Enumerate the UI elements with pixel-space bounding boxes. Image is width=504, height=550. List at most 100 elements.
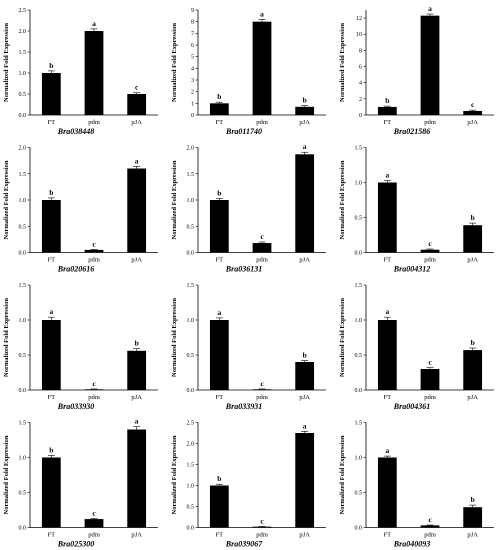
y-tick-label: 1.0 (355, 456, 363, 462)
chart-panel-Bra004312: Normalized Fold Expression 0.0 0.5 1.0 1.5 a F… (339, 146, 494, 274)
y-tick-label: 0.0 (355, 526, 363, 532)
y-tick-label: 1.0 (187, 318, 195, 324)
bar-pdm (420, 525, 440, 528)
chart-panel-Bra020616: Normalized Fold Expression 0.0 0.5 1.0 1.5 2.… (3, 146, 158, 274)
bar-FT (377, 106, 397, 115)
y-tick-label: 4 (191, 66, 194, 72)
bar-pJA (295, 106, 315, 115)
y-tick-label: 6 (191, 43, 194, 49)
y-tick-label: 10 (356, 32, 362, 38)
x-tick-label-pJA: pJA (299, 119, 310, 126)
significance-letter-pJA: c (471, 100, 475, 109)
bar-FT (41, 320, 61, 390)
y-tick-label: 2.0 (19, 29, 27, 35)
chart-title: Bra040093 (393, 540, 430, 549)
significance-letter-FT: b (217, 92, 221, 101)
chart-title: Bra033931 (225, 402, 262, 411)
y-tick-label: 8 (359, 48, 362, 54)
x-tick-label-pdm: pdm (88, 532, 100, 539)
significance-letter-FT: b (217, 188, 221, 197)
y-axis-title: Normalized Fold Expression (3, 160, 10, 239)
y-tick-label: 0.5 (187, 224, 195, 230)
significance-letter-pdm: a (428, 4, 432, 13)
y-axis-title: Normalized Fold Expression (171, 435, 178, 514)
bar-FT (209, 320, 229, 390)
y-tick-label: 1.0 (187, 484, 195, 490)
y-tick-label: 4 (359, 81, 362, 87)
y-tick-label: 1.5 (19, 50, 27, 56)
y-tick-label: 0.0 (19, 526, 27, 532)
y-axis-title: Normalized Fold Expression (171, 23, 178, 102)
y-tick-label: 1.5 (187, 463, 195, 469)
x-tick-label-pJA: pJA (467, 532, 478, 539)
chart-panel-Bra033930: Normalized Fold Expression 0.0 0.5 1.0 1.5 a F… (3, 283, 158, 411)
y-tick-label: 0.0 (187, 388, 195, 394)
chart-title: Bra039067 (225, 540, 263, 549)
chart-panel-Bra040093: Normalized Fold Expression 0.0 0.5 1.0 1.5 a F… (339, 421, 494, 549)
significance-letter-pdm: c (428, 515, 432, 524)
y-tick-label: 1.5 (19, 283, 27, 289)
bar-pdm (84, 249, 104, 253)
y-tick-label: 1 (191, 101, 194, 107)
significance-letter-pdm: c (92, 508, 96, 517)
bar-pJA (127, 350, 147, 390)
y-tick-label: 2.0 (187, 442, 195, 448)
bar-pJA (463, 350, 483, 390)
y-tick-label: 0.5 (19, 353, 27, 359)
significance-letter-pdm: c (428, 239, 432, 248)
significance-letter-pdm: a (92, 19, 96, 28)
bar-pJA (127, 94, 147, 115)
y-tick-label: 0.0 (187, 251, 195, 257)
chart-panel-Bra033931: Normalized Fold Expression 0.0 0.5 1.0 1.5 a F… (171, 283, 326, 411)
bar-pdm (84, 389, 104, 390)
bar-FT (41, 457, 61, 528)
bar-pJA (463, 225, 483, 253)
bar-FT (209, 485, 229, 528)
y-tick-label: 3 (191, 78, 194, 84)
y-tick-label: 0.5 (19, 92, 27, 98)
x-tick-label-FT: FT (216, 119, 224, 126)
y-tick-label: 0.5 (355, 353, 363, 359)
y-axis-title: Normalized Fold Expression (339, 160, 346, 239)
y-axis-title: Normalized Fold Expression (339, 298, 346, 377)
x-tick-label-pdm: pdm (88, 119, 100, 126)
bar-pdm (84, 519, 104, 528)
x-tick-label-pJA: pJA (299, 257, 310, 264)
bar-pJA (295, 154, 315, 253)
x-tick-label-pdm: pdm (88, 257, 100, 264)
chart-panel-Bra021586: Normalized Fold Expression 0 2 4 6 8 10 12 b FT a p… (339, 4, 494, 136)
chart-title: Bra021586 (393, 127, 430, 136)
x-tick-label-pJA: pJA (131, 394, 142, 401)
y-tick-label: 6 (359, 65, 362, 71)
y-tick-label: 2.5 (187, 421, 195, 427)
x-tick-label-pJA: pJA (131, 532, 142, 539)
y-tick-label: 0.0 (19, 251, 27, 257)
significance-letter-pdm: c (260, 232, 264, 241)
chart-panel-Bra025300: Normalized Fold Expression 0.0 0.5 1.0 1.5 b F… (3, 417, 158, 549)
x-tick-label-pJA: pJA (467, 394, 478, 401)
significance-letter-pJA: a (303, 142, 307, 151)
x-tick-label-pdm: pdm (424, 394, 436, 401)
bar-pdm (420, 369, 440, 390)
bar-FT (377, 320, 397, 390)
x-tick-label-pJA: pJA (299, 532, 310, 539)
significance-letter-FT: b (385, 96, 389, 105)
x-tick-label-FT: FT (384, 394, 392, 401)
y-tick-label: 0.0 (355, 388, 363, 394)
bar-pdm (252, 21, 272, 116)
significance-letter-FT: b (49, 445, 53, 454)
significance-letter-pdm: a (260, 9, 264, 18)
y-tick-label: 0.5 (187, 505, 195, 511)
bar-pJA (127, 168, 147, 253)
y-tick-label: 0.5 (355, 491, 363, 497)
y-axis-title: Normalized Fold Expression (171, 298, 178, 377)
significance-letter-pJA: a (135, 417, 139, 426)
x-tick-label-pdm: pdm (256, 257, 268, 264)
chart-panel-Bra039067: Normalized Fold Expression 0.0 0.5 1.0 1.5 2.… (171, 421, 326, 549)
bar-pJA (295, 362, 315, 390)
chart-title: Bra025300 (57, 540, 94, 549)
y-tick-label: 1.5 (187, 172, 195, 178)
y-tick-label: 1.0 (19, 198, 27, 204)
significance-letter-FT: b (217, 474, 221, 483)
y-tick-label: 1.0 (19, 318, 27, 324)
